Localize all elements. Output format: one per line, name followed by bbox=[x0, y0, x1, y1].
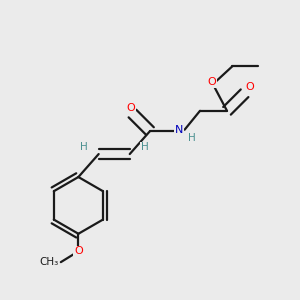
Text: O: O bbox=[127, 103, 136, 112]
Text: O: O bbox=[74, 246, 83, 256]
Text: H: H bbox=[188, 133, 196, 143]
Text: CH₃: CH₃ bbox=[39, 257, 58, 267]
Text: H: H bbox=[141, 142, 148, 152]
Text: N: N bbox=[175, 125, 183, 135]
Text: O: O bbox=[208, 77, 217, 87]
Text: O: O bbox=[245, 82, 254, 92]
Text: H: H bbox=[80, 142, 88, 152]
